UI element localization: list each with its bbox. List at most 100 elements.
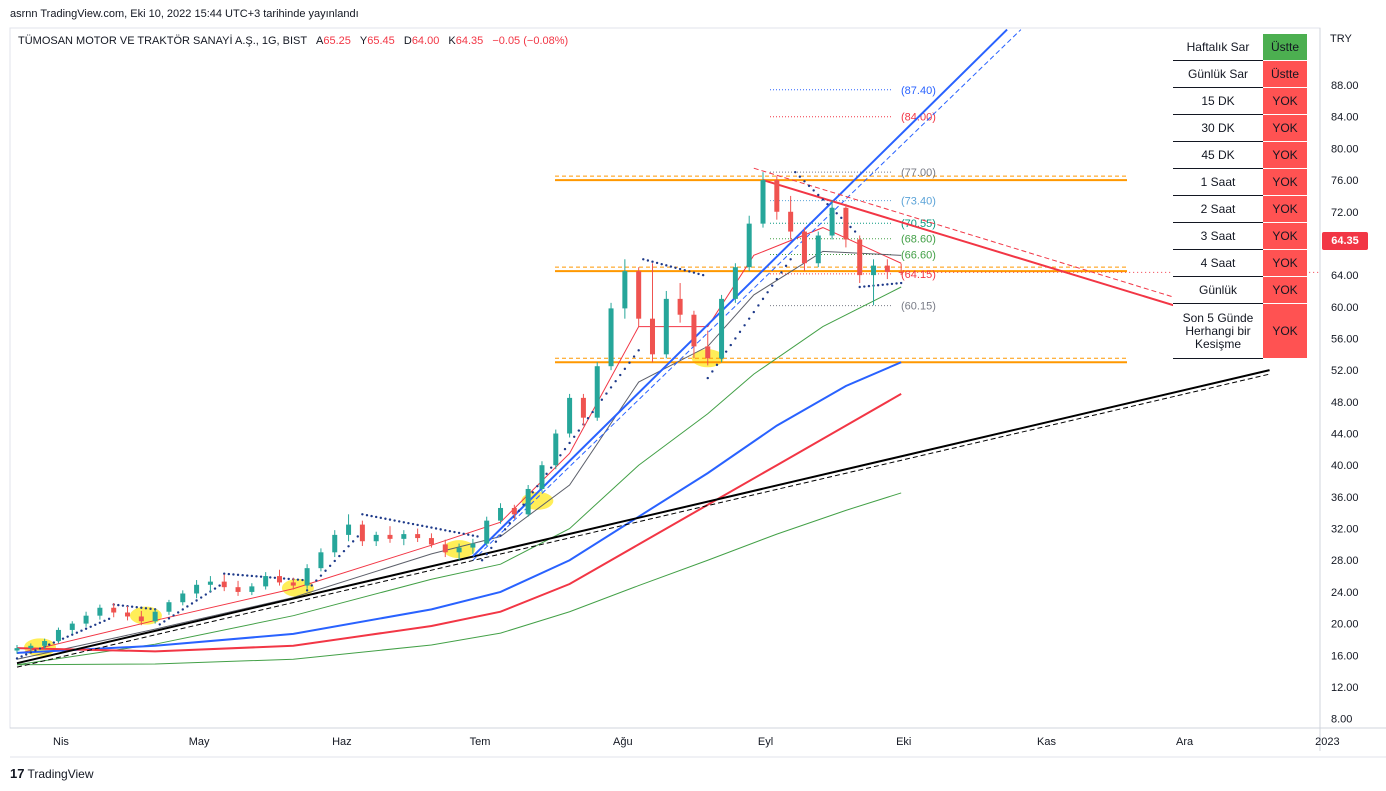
y-tick-label: 24.00: [1331, 587, 1359, 599]
moving-average-line: [16, 286, 902, 666]
candle-body: [304, 568, 310, 586]
candle-body: [152, 611, 158, 622]
moving-average-line: [16, 227, 902, 655]
candle-body: [359, 524, 365, 542]
signal-value: YOK: [1263, 303, 1307, 359]
sar-dot: [66, 635, 69, 638]
sar-dot: [706, 376, 709, 380]
candle-body: [318, 552, 324, 569]
sar-dot: [89, 625, 92, 628]
sar-dot: [84, 627, 88, 630]
candle-body: [580, 397, 586, 418]
y-tick-label: 60.00: [1331, 302, 1359, 314]
tradingview-logo[interactable]: 17 TradingView: [10, 766, 94, 781]
candle-body: [401, 534, 407, 539]
x-tick-label: Tem: [470, 736, 491, 748]
last-price-tag: 64.35: [1322, 232, 1368, 250]
sar-dot: [494, 540, 498, 543]
fib-label: (87.40): [901, 85, 936, 97]
candle-body: [484, 520, 490, 544]
y-tick-label: 72.00: [1331, 207, 1359, 219]
sar-dot: [835, 212, 838, 215]
y-tick-label: 44.00: [1331, 429, 1359, 441]
sar-dot: [301, 578, 304, 582]
sar-dot: [453, 530, 456, 534]
candle-body: [788, 211, 794, 232]
candle-body: [373, 534, 379, 542]
sar-dot: [204, 593, 208, 596]
trend-line-uptrend-dashed: [472, 29, 1022, 561]
sar-dot: [499, 534, 502, 537]
sar-dot: [476, 535, 479, 538]
candle-body: [249, 586, 255, 592]
candle-body: [97, 607, 103, 616]
candle-body: [608, 308, 614, 367]
sar-dot: [236, 573, 240, 577]
sar-dot: [107, 617, 111, 621]
sar-dot: [821, 198, 825, 201]
candle-body: [636, 271, 642, 319]
sar-dot: [273, 576, 277, 580]
sar-dot: [34, 649, 37, 652]
trend-line-support-long-dashed: [16, 373, 1270, 668]
sar-dot: [711, 370, 714, 373]
signal-row: Günlük Sar Üstte: [1173, 60, 1307, 88]
candle-body: [594, 366, 600, 418]
sar-dot: [734, 337, 737, 340]
sar-dot: [158, 623, 161, 626]
sar-dot: [853, 230, 857, 233]
signal-value: YOK: [1263, 276, 1307, 304]
sar-dot: [361, 513, 364, 516]
sar-dot: [508, 522, 511, 525]
candle-body: [622, 271, 628, 309]
sar-dot: [416, 523, 419, 527]
sar-dot: [319, 574, 323, 577]
sar-dot: [393, 519, 396, 522]
signal-value: YOK: [1263, 114, 1307, 142]
candle-body: [55, 629, 61, 642]
sar-dot: [52, 641, 56, 644]
sar-dot: [365, 513, 369, 517]
candle-body: [539, 465, 545, 489]
sar-dot: [812, 189, 815, 192]
signal-row: 2 Saat YOK: [1173, 195, 1307, 223]
sar-dot: [223, 572, 226, 575]
sar-dot: [384, 517, 387, 520]
sar-dot: [876, 284, 880, 287]
sar-dot: [324, 569, 327, 572]
candle-body: [456, 547, 462, 553]
sar-dot: [144, 607, 148, 610]
sar-dot: [771, 284, 774, 287]
y-tick-label: 56.00: [1331, 333, 1359, 345]
sar-dot: [351, 540, 355, 543]
sar-dot: [448, 529, 452, 533]
sar-dot: [766, 291, 769, 294]
sar-dot: [370, 514, 373, 518]
signal-value: Üstte: [1263, 60, 1307, 88]
sar-dot: [490, 546, 493, 550]
sar-dot: [186, 605, 189, 608]
sar-dot: [315, 579, 318, 582]
signal-label: 1 Saat: [1173, 168, 1263, 196]
sar-dot: [614, 380, 617, 383]
signal-value: YOK: [1263, 168, 1307, 196]
candle-body: [498, 507, 504, 521]
candle-body: [207, 581, 213, 585]
fib-label: (73.40): [901, 196, 936, 208]
sar-dot: [743, 324, 746, 327]
symbol-title: TÜMOSAN MOTOR VE TRAKTÖR SANAYİ A.Ş., 1G…: [18, 35, 307, 47]
sar-dot: [338, 554, 341, 558]
symbol-legend: TÜMOSAN MOTOR VE TRAKTÖR SANAYİ A.Ş., 1G…: [18, 35, 568, 47]
sar-dot: [135, 606, 138, 609]
sar-dot: [379, 516, 382, 520]
candle-body: [746, 223, 752, 268]
signal-row: Günlük YOK: [1173, 276, 1307, 304]
sar-dot: [522, 503, 525, 506]
signal-label: 2 Saat: [1173, 195, 1263, 223]
y-tick-label: 32.00: [1331, 524, 1359, 536]
sar-dot: [605, 392, 608, 395]
y-tick-label: 80.00: [1331, 143, 1359, 155]
candle-body: [332, 534, 338, 553]
sar-dot: [434, 527, 438, 530]
